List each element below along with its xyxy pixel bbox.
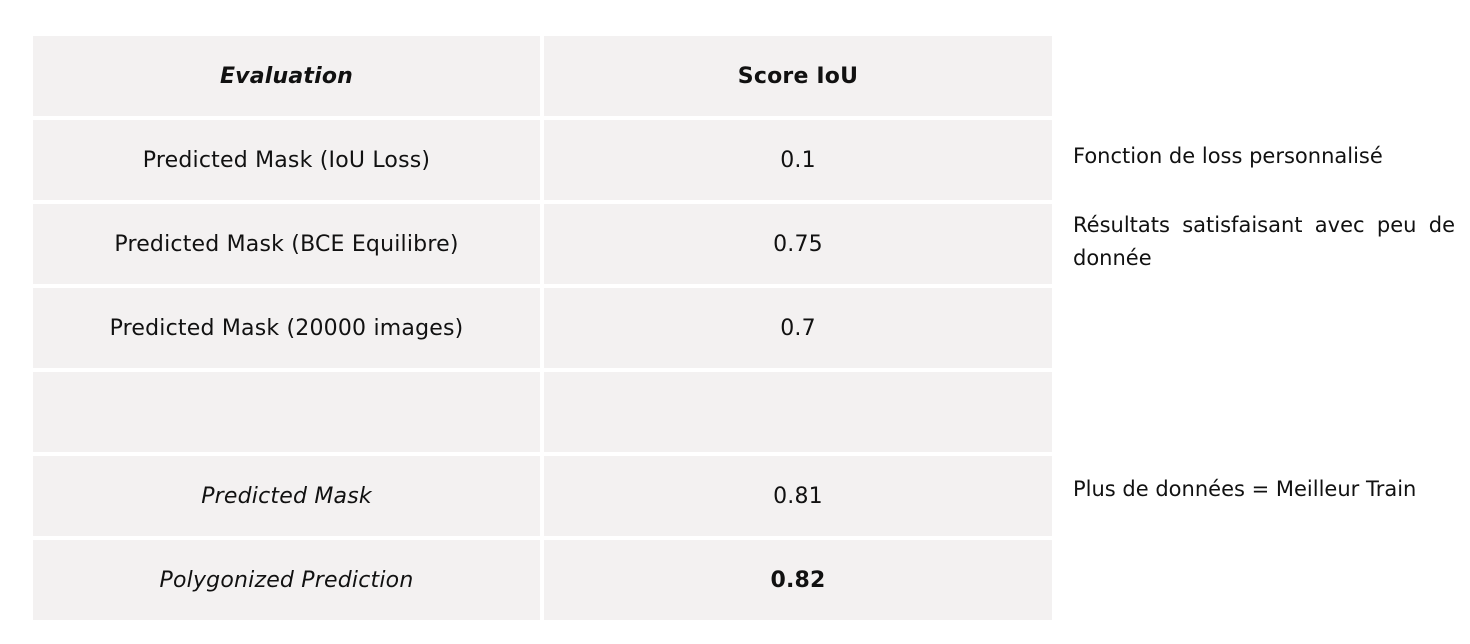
header-score-iou: Score IoU: [544, 36, 1052, 116]
best-score-cell: 0.82: [544, 540, 1052, 620]
table-row: Predicted Mask 0.81: [33, 456, 1052, 536]
evaluation-cell: Predicted Mask (IoU Loss): [33, 120, 540, 200]
score-cell: 0.81: [544, 456, 1052, 536]
note-few-data: Résultats satisfaisant avec peu de donné…: [1073, 213, 1455, 270]
table-row: Polygonized Prediction 0.82: [33, 540, 1052, 620]
table-row: Predicted Mask (BCE Equilibre) 0.75: [33, 204, 1052, 284]
score-cell: 0.7: [544, 288, 1052, 368]
table-row-empty: [33, 372, 1052, 452]
evaluation-cell: [33, 372, 540, 452]
score-cell: [544, 372, 1052, 452]
table-row: Predicted Mask (20000 images) 0.7: [33, 288, 1052, 368]
table-header-row: Evaluation Score IoU: [33, 36, 1052, 116]
results-table: Evaluation Score IoU Predicted Mask (IoU…: [33, 36, 1052, 620]
table-row: Predicted Mask (IoU Loss) 0.1: [33, 120, 1052, 200]
evaluation-cell: Polygonized Prediction: [33, 540, 540, 620]
evaluation-cell: Predicted Mask: [33, 456, 540, 536]
evaluation-cell: Predicted Mask (BCE Equilibre): [33, 204, 540, 284]
score-cell: 0.75: [544, 204, 1052, 284]
note-more-data: Plus de données = Meilleur Train: [1073, 477, 1417, 501]
evaluation-cell: Predicted Mask (20000 images): [33, 288, 540, 368]
header-evaluation: Evaluation: [33, 36, 540, 116]
note-custom-loss: Fonction de loss personnalisé: [1073, 144, 1383, 168]
score-cell: 0.1: [544, 120, 1052, 200]
